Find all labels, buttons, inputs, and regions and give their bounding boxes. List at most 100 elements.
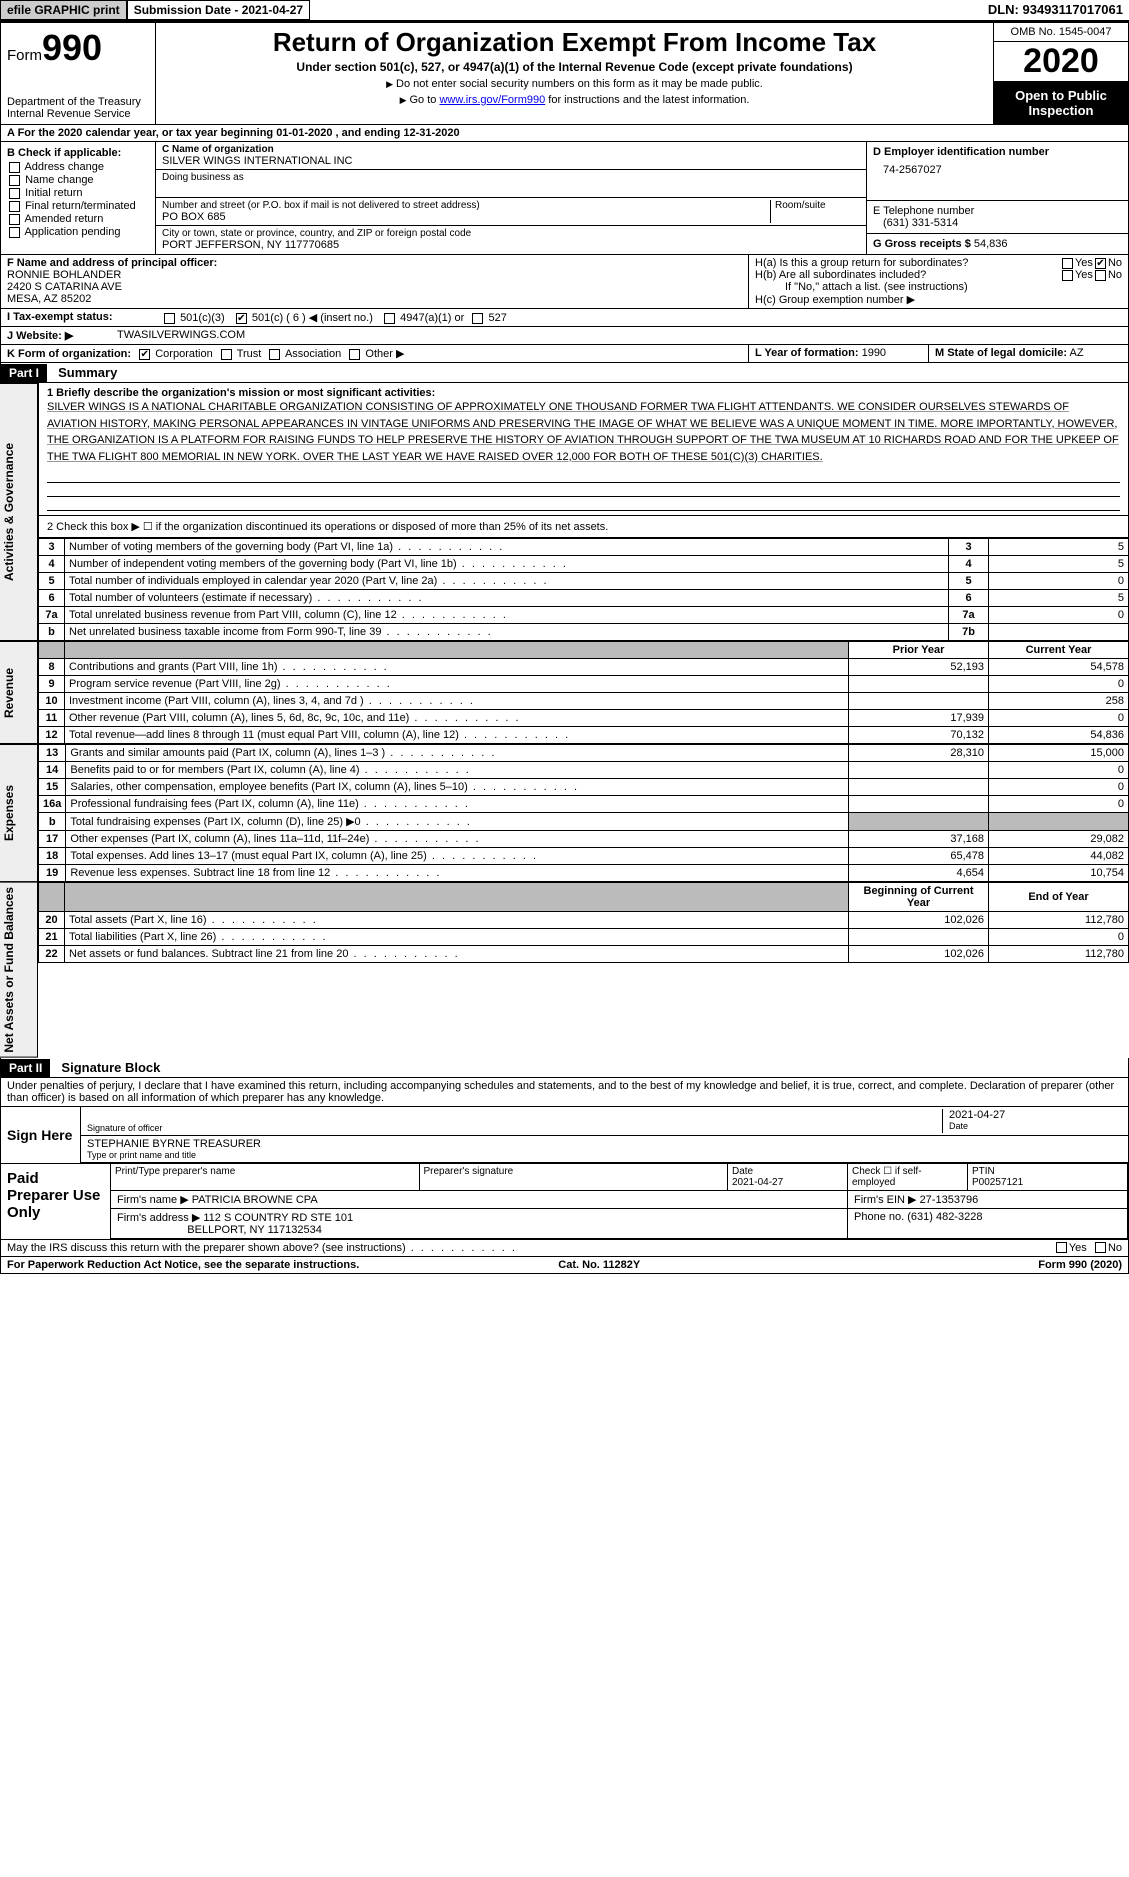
discuss-no-chk[interactable]	[1095, 1242, 1106, 1253]
section-expenses: Expenses 13Grants and similar amounts pa…	[0, 744, 1129, 882]
opt-assoc: Association	[285, 348, 341, 360]
street-value: PO BOX 685	[162, 211, 770, 223]
table-row: 5Total number of individuals employed in…	[39, 573, 1129, 590]
hb-yes-chk[interactable]	[1062, 270, 1073, 281]
table-row: 6Total number of volunteers (estimate if…	[39, 590, 1129, 607]
vlabel-expenses: Expenses	[0, 744, 38, 882]
chk-501c3[interactable]	[164, 313, 175, 324]
table-row: 19Revenue less expenses. Subtract line 1…	[39, 865, 1129, 882]
domicile-value: AZ	[1069, 347, 1083, 359]
yearform-label: L Year of formation:	[755, 347, 859, 359]
table-row: 7aTotal unrelated business revenue from …	[39, 607, 1129, 624]
gov-table: 3Number of voting members of the governi…	[38, 538, 1129, 641]
chk-527[interactable]	[472, 313, 483, 324]
gross-receipts-value: 54,836	[974, 238, 1008, 250]
exp-table: 13Grants and similar amounts paid (Part …	[38, 744, 1129, 882]
opt-trust: Trust	[237, 348, 262, 360]
opt-527: 527	[488, 312, 506, 324]
firm-name: PATRICIA BROWNE CPA	[192, 1194, 318, 1206]
hb-no-chk[interactable]	[1095, 270, 1106, 281]
row-j: J Website: ▶ TWASILVERWINGS.COM	[0, 327, 1129, 345]
table-row: 15Salaries, other compensation, employee…	[39, 779, 1129, 796]
ha-yes-chk[interactable]	[1062, 258, 1073, 269]
row-klm: K Form of organization: Corporation Trus…	[0, 345, 1129, 363]
suite-label: Room/suite	[770, 200, 860, 223]
officer-name-title: STEPHANIE BYRNE TREASURER	[87, 1138, 261, 1150]
hc-label: H(c) Group exemption number ▶	[755, 293, 1122, 306]
org-name: SILVER WINGS INTERNATIONAL INC	[162, 155, 860, 167]
form-number: Form990	[1, 23, 155, 69]
department-label: Department of the Treasury Internal Reve…	[1, 94, 155, 124]
chk-label: Address change	[24, 161, 104, 173]
chk-label: Final return/terminated	[25, 200, 136, 212]
submission-date: Submission Date - 2021-04-27	[127, 0, 310, 20]
chk-4947[interactable]	[384, 313, 395, 324]
org-name-label: C Name of organization	[162, 144, 274, 155]
section-b-label: B Check if applicable:	[7, 147, 149, 159]
vlabel-activities: Activities & Governance	[0, 383, 38, 641]
vlabel-netassets: Net Assets or Fund Balances	[0, 882, 38, 1058]
row-a-tax-year: A For the 2020 calendar year, or tax yea…	[0, 125, 1129, 142]
preparer-date-label: Date	[732, 1166, 753, 1177]
chk-trust[interactable]	[221, 349, 232, 360]
section-h: H(a) Is this a group return for subordin…	[748, 255, 1128, 308]
table-row: 11Other revenue (Part VIII, column (A), …	[39, 710, 1129, 727]
officer-addr1: 2420 S CATARINA AVE	[7, 281, 742, 293]
chk-label: Name change	[25, 174, 94, 186]
table-row: 9Program service revenue (Part VIII, lin…	[39, 676, 1129, 693]
name-title-label: Type or print name and title	[87, 1150, 261, 1160]
footer-right: Form 990 (2020)	[1038, 1259, 1122, 1271]
chk-address-change[interactable]: Address change	[7, 161, 149, 173]
part2-badge: Part II	[1, 1059, 50, 1077]
chk-name-change[interactable]: Name change	[7, 174, 149, 186]
preparer-self-employed[interactable]: Check ☐ if self-employed	[848, 1164, 968, 1191]
taxexempt-label: I Tax-exempt status:	[1, 309, 156, 326]
chk-final-return[interactable]: Final return/terminated	[7, 200, 149, 212]
page-footer: For Paperwork Reduction Act Notice, see …	[0, 1257, 1129, 1274]
section-deg: D Employer identification number 74-2567…	[866, 142, 1128, 254]
note2-pre: Go to	[400, 94, 440, 106]
officer-name: RONNIE BOHLANDER	[7, 269, 742, 281]
table-row: 16aProfessional fundraising fees (Part I…	[39, 796, 1129, 813]
mission-label: 1 Briefly describe the organization's mi…	[47, 387, 435, 399]
table-row: 22Net assets or fund balances. Subtract …	[39, 946, 1129, 963]
chk-initial-return[interactable]: Initial return	[7, 187, 149, 199]
table-row: 10Investment income (Part VIII, column (…	[39, 693, 1129, 710]
table-row: 18Total expenses. Add lines 13–17 (must …	[39, 848, 1129, 865]
tax-year: 2020	[994, 42, 1128, 82]
mission-text: SILVER WINGS IS A NATIONAL CHARITABLE OR…	[47, 399, 1120, 465]
part2-title: Signature Block	[53, 1058, 168, 1077]
part1-header: Part I Summary	[0, 363, 1129, 383]
chk-other[interactable]	[349, 349, 360, 360]
form-note-link: Go to www.irs.gov/Form990 for instructio…	[162, 94, 987, 106]
preparer-date: 2021-04-27	[732, 1177, 783, 1188]
sig-officer-label: Signature of officer	[87, 1123, 942, 1133]
chk-501c[interactable]	[236, 313, 247, 324]
rev-table: Prior YearCurrent Year8Contributions and…	[38, 641, 1129, 744]
hb-no: No	[1108, 269, 1122, 281]
top-bar: efile GRAPHIC print Submission Date - 20…	[0, 0, 1129, 22]
irs-link[interactable]: www.irs.gov/Form990	[439, 94, 545, 106]
mission-block: 1 Briefly describe the organization's mi…	[38, 383, 1129, 516]
chk-association[interactable]	[269, 349, 280, 360]
section-b: B Check if applicable: Address change Na…	[1, 142, 156, 254]
chk-corporation[interactable]	[139, 349, 150, 360]
discuss-yes-chk[interactable]	[1056, 1242, 1067, 1253]
firm-ein-label: Firm's EIN ▶	[854, 1194, 917, 1206]
discuss-yes: Yes	[1069, 1242, 1087, 1254]
section-revenue: Revenue Prior YearCurrent Year8Contribut…	[0, 641, 1129, 744]
firm-name-label: Firm's name ▶	[117, 1194, 189, 1206]
preparer-sig-label: Preparer's signature	[420, 1164, 729, 1191]
ha-no-chk[interactable]	[1095, 258, 1106, 269]
domicile-label: M State of legal domicile:	[935, 347, 1067, 359]
chk-application-pending[interactable]: Application pending	[7, 226, 149, 238]
ha-yes: Yes	[1075, 257, 1093, 269]
opt-other: Other ▶	[365, 348, 404, 360]
na-table: Beginning of Current YearEnd of Year20To…	[38, 882, 1129, 963]
perjury-declaration: Under penalties of perjury, I declare th…	[1, 1078, 1128, 1106]
table-row: 12Total revenue—add lines 8 through 11 (…	[39, 727, 1129, 744]
phone-label: E Telephone number	[873, 205, 1122, 217]
chk-label: Application pending	[24, 226, 120, 238]
efile-print-button[interactable]: efile GRAPHIC print	[0, 0, 127, 20]
chk-amended-return[interactable]: Amended return	[7, 213, 149, 225]
